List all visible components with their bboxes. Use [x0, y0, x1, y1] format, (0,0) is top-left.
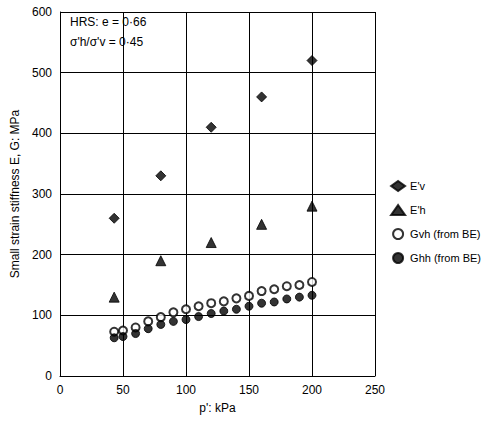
svg-text:E'h: E'h [410, 204, 426, 216]
svg-text:400: 400 [32, 126, 52, 140]
svg-text:250: 250 [365, 383, 385, 397]
svg-text:50: 50 [116, 383, 130, 397]
svg-text:E'v: E'v [410, 180, 425, 192]
svg-text:100: 100 [176, 383, 196, 397]
svg-text:600: 600 [32, 5, 52, 19]
svg-text:100: 100 [32, 308, 52, 322]
svg-text:Ghh (from BE): Ghh (from BE) [410, 252, 481, 264]
svg-text:0: 0 [57, 383, 64, 397]
svg-text:HRS: e = 0·66: HRS: e = 0·66 [70, 15, 147, 29]
svg-text:σ'h/σ'v = 0·45: σ'h/σ'v = 0·45 [70, 35, 143, 49]
svg-text:Gvh (from BE): Gvh (from BE) [410, 228, 480, 240]
svg-text:p': kPa: p': kPa [199, 401, 236, 415]
svg-text:200: 200 [302, 383, 322, 397]
svg-text:150: 150 [239, 383, 259, 397]
svg-text:500: 500 [32, 66, 52, 80]
svg-text:Small strain stiffness E, G: M: Small strain stiffness E, G: MPa [8, 109, 22, 278]
svg-text:0: 0 [45, 369, 52, 383]
svg-text:300: 300 [32, 187, 52, 201]
svg-text:200: 200 [32, 248, 52, 262]
